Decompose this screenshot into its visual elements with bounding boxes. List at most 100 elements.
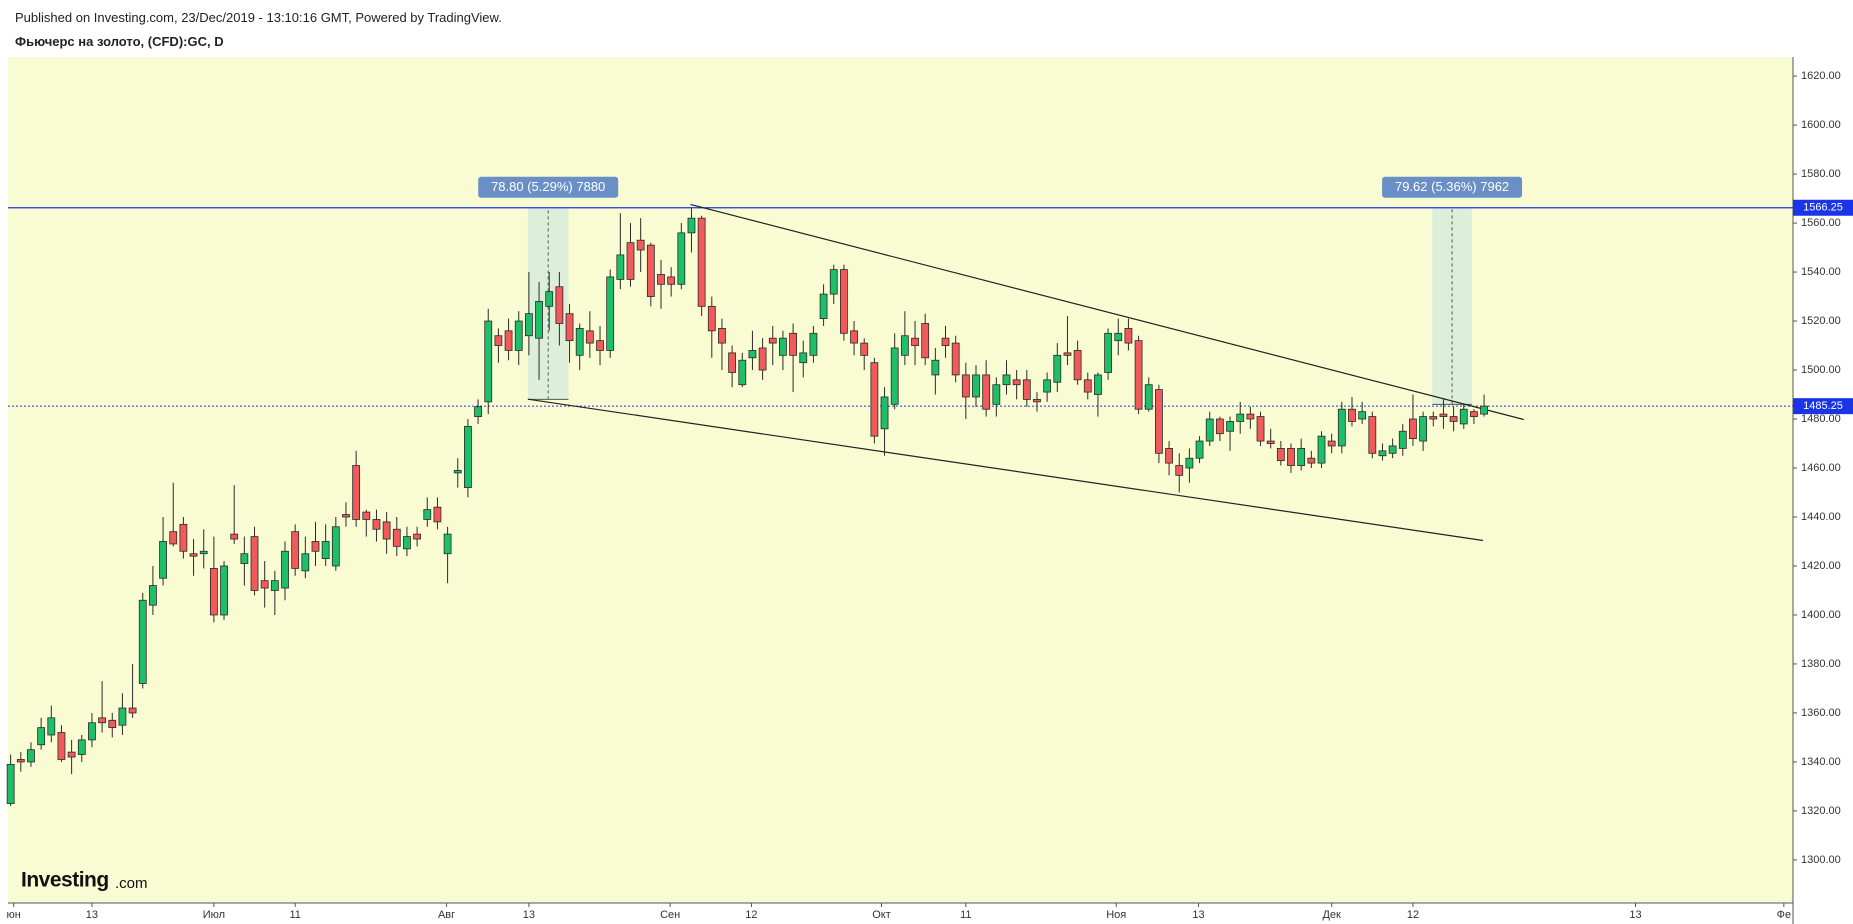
- candle-body: [809, 332, 818, 356]
- candle-body: [972, 374, 980, 398]
- candle-body: [768, 337, 777, 344]
- candle-body: [1439, 413, 1448, 417]
- measure-label: 78.80 (5.29%) 7880: [491, 179, 605, 194]
- candle-body: [829, 269, 838, 295]
- logo-name: Investing: [21, 869, 109, 892]
- candle-body: [149, 585, 157, 606]
- x-tick-label: 13: [1192, 909, 1204, 921]
- candle-body: [1297, 448, 1306, 466]
- candle-body: [1012, 379, 1021, 386]
- candle-body: [1083, 379, 1092, 393]
- candle-body: [921, 323, 930, 359]
- candle-body: [850, 330, 858, 344]
- candle-body: [1195, 440, 1204, 459]
- candle-body: [1287, 448, 1295, 466]
- candle-body: [413, 533, 422, 540]
- x-tick-label: 13: [86, 909, 98, 921]
- measure-label: 79.62 (5.36%) 7962: [1395, 179, 1509, 194]
- y-tick-label: 1320.00: [1801, 805, 1841, 817]
- x-tick-label: 11: [960, 909, 971, 921]
- candle-body: [1215, 418, 1224, 435]
- candle-body: [1368, 416, 1377, 454]
- candle-body: [1337, 408, 1346, 447]
- candle-body: [728, 352, 737, 373]
- candle-body: [1033, 399, 1041, 403]
- candle-body: [992, 384, 1001, 405]
- candle-body: [1449, 416, 1458, 422]
- candle-body: [433, 506, 442, 523]
- candle-body: [494, 335, 503, 346]
- candle-body: [1043, 379, 1052, 393]
- candle-body: [596, 340, 604, 351]
- candle-body: [789, 332, 797, 356]
- candle-body: [240, 553, 249, 564]
- candle-body: [982, 374, 991, 410]
- candle-body: [108, 719, 117, 729]
- candle-body: [37, 727, 46, 746]
- y-tick-label: 1520.00: [1801, 315, 1841, 327]
- candle-body: [352, 465, 361, 520]
- candle-body: [951, 342, 960, 376]
- candle-body: [403, 536, 411, 550]
- y-tick-label: 1460.00: [1801, 462, 1841, 474]
- candle-body: [1175, 465, 1184, 476]
- candle-body: [1205, 418, 1214, 442]
- candle-body: [301, 553, 310, 572]
- candle-body: [1104, 332, 1113, 373]
- candle-body: [1358, 411, 1367, 420]
- candle-body: [1388, 445, 1397, 454]
- candle-body: [1063, 352, 1072, 356]
- x-tick-label: юн: [7, 909, 21, 921]
- symbol-title: Фьючерс на золото, (CFD):GC, D: [15, 34, 224, 49]
- candle-body: [941, 337, 950, 346]
- candle-body: [260, 580, 269, 589]
- y-tick-label: 1580.00: [1801, 168, 1841, 180]
- candle-body: [585, 330, 594, 344]
- candle-body: [646, 244, 655, 297]
- candle-body: [484, 320, 493, 403]
- x-tick-label: 12: [745, 909, 757, 921]
- price-line-label: 1566.25: [1803, 202, 1843, 214]
- candle-body: [1378, 450, 1387, 457]
- measure-label-box: [1382, 176, 1523, 198]
- candle-body: [453, 470, 462, 474]
- x-tick-label: Окт: [872, 909, 891, 921]
- candle-body: [27, 749, 35, 763]
- candle-body: [687, 217, 696, 234]
- candle-body: [738, 359, 747, 386]
- y-tick-label: 1620.00: [1801, 70, 1841, 82]
- x-tick-label: 11: [289, 909, 300, 921]
- candle-body: [321, 541, 330, 560]
- candle-body: [138, 599, 147, 684]
- candle-body: [1144, 384, 1153, 410]
- candle-body: [1073, 350, 1082, 381]
- candle-body: [1480, 405, 1488, 415]
- candle-body: [392, 528, 401, 547]
- candle-body: [189, 553, 198, 557]
- candle-body: [1022, 379, 1031, 400]
- candle-body: [220, 565, 228, 616]
- candle-body: [504, 330, 513, 351]
- candle-body: [311, 541, 320, 552]
- candle-body: [524, 313, 533, 337]
- candle-body: [890, 347, 899, 405]
- candle-body: [870, 362, 879, 437]
- y-tick-label: 1600.00: [1801, 119, 1841, 131]
- candle-body: [900, 335, 909, 356]
- candle-body: [565, 313, 574, 342]
- candle-body: [779, 337, 787, 356]
- candle-body: [98, 717, 106, 724]
- candle-body: [443, 533, 452, 555]
- candle-body: [1307, 457, 1316, 464]
- candle-body: [362, 511, 371, 520]
- candle-body: [88, 722, 96, 741]
- header: Published on Investing.com, 23/Dec/2019 …: [15, 10, 502, 58]
- candle-body: [1002, 374, 1011, 386]
- price-line-label-box: [1793, 199, 1853, 216]
- candle-body: [67, 751, 76, 758]
- x-tick-label: Фе: [1777, 909, 1791, 921]
- candle-body: [1276, 448, 1285, 462]
- price-line-label: 1485.25: [1803, 400, 1843, 412]
